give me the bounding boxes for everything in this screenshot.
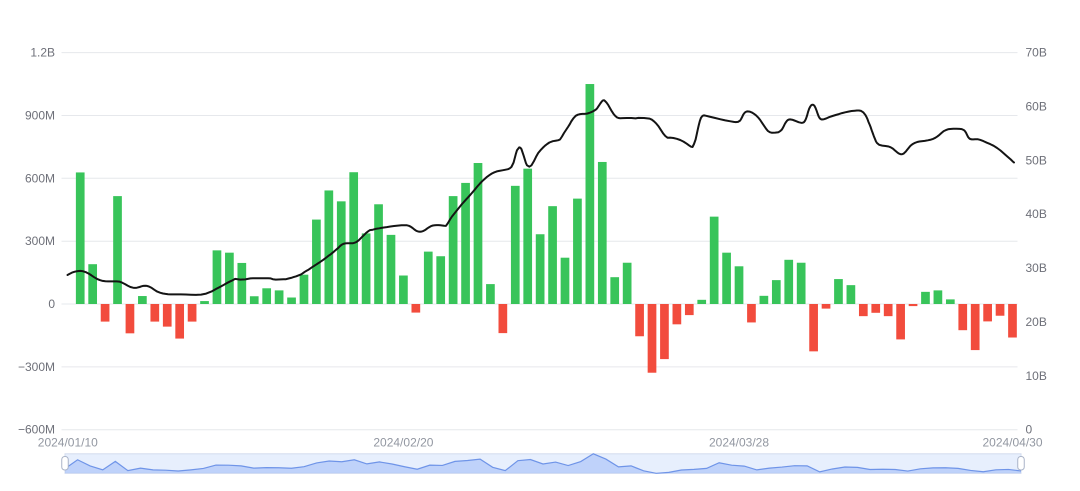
svg-text:70B: 70B: [1026, 46, 1047, 60]
svg-text:20B: 20B: [1026, 315, 1047, 329]
svg-text:0: 0: [1026, 423, 1033, 437]
svg-text:2024/02/20: 2024/02/20: [373, 436, 433, 450]
svg-text:2024/04/30: 2024/04/30: [982, 436, 1042, 450]
svg-text:50B: 50B: [1026, 153, 1047, 167]
svg-text:600M: 600M: [25, 171, 55, 185]
svg-text:10B: 10B: [1026, 369, 1047, 383]
svg-text:1.2B: 1.2B: [30, 46, 55, 60]
svg-text:−600M: −600M: [18, 423, 55, 437]
svg-text:2024/01/10: 2024/01/10: [38, 436, 98, 450]
svg-text:−300M: −300M: [18, 360, 55, 374]
svg-text:40B: 40B: [1026, 207, 1047, 221]
svg-text:900M: 900M: [25, 109, 55, 123]
svg-text:0: 0: [48, 297, 55, 311]
svg-text:30B: 30B: [1026, 261, 1047, 275]
svg-text:60B: 60B: [1026, 100, 1047, 114]
svg-text:2024/03/28: 2024/03/28: [709, 436, 769, 450]
svg-text:300M: 300M: [25, 234, 55, 248]
